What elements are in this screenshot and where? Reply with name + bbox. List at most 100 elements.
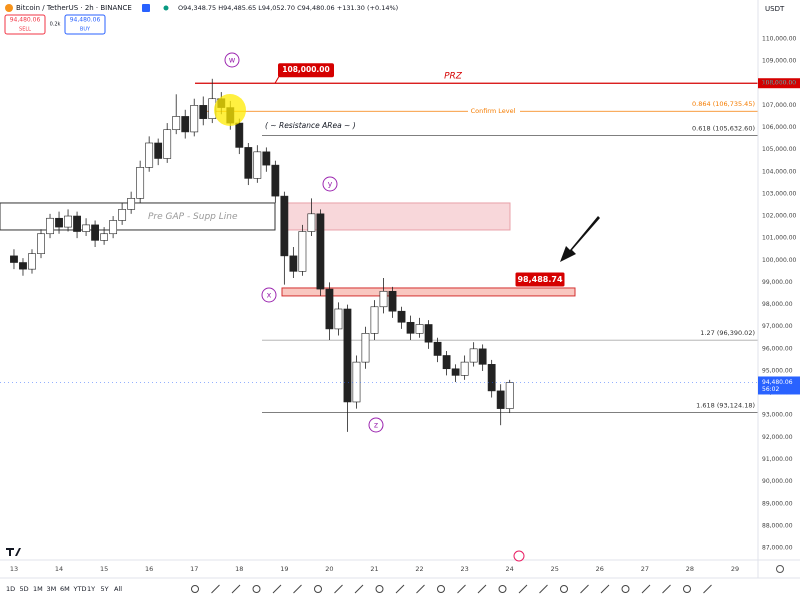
- x-tick-label: 14: [55, 565, 63, 573]
- tool-icon[interactable]: [477, 584, 487, 594]
- countdown: 56:02: [762, 386, 779, 393]
- y-tick-label: 95,000.00: [762, 367, 793, 374]
- tool-icon[interactable]: [641, 584, 651, 594]
- tool-icon[interactable]: [457, 584, 466, 594]
- candle-body: [361, 333, 370, 363]
- range-button[interactable]: 3M: [47, 585, 57, 593]
- tool-icon[interactable]: [539, 584, 548, 594]
- last-price-label: 94,480.06: [762, 379, 793, 386]
- range-button[interactable]: YTD: [73, 585, 87, 593]
- range-button[interactable]: 6M: [60, 585, 70, 593]
- zone: [281, 287, 576, 297]
- candle-body: [73, 215, 81, 232]
- candle-body: [415, 324, 424, 334]
- tool-icon[interactable]: [621, 585, 630, 593]
- y-tick-label: 102,000.00: [762, 213, 797, 220]
- settings-icon[interactable]: [776, 565, 784, 573]
- x-tick-label: 17: [190, 565, 198, 573]
- candle-body: [496, 390, 505, 409]
- y-tick-label: 88,000.00: [762, 522, 793, 529]
- y-tick-label: 99,000.00: [762, 279, 793, 286]
- candle-body: [163, 129, 172, 159]
- candle-body: [325, 288, 334, 330]
- candle-body: [280, 195, 289, 257]
- wave-label: x: [267, 291, 272, 300]
- candle-body: [316, 213, 325, 290]
- flag-icon[interactable]: [142, 4, 150, 12]
- zone: [0, 202, 276, 231]
- tool-icon[interactable]: [498, 585, 507, 593]
- drawing-toolbar: [191, 565, 784, 594]
- candle-body: [451, 368, 460, 376]
- candle-body: [379, 290, 388, 308]
- candle-body: [307, 213, 316, 232]
- x-tick-label: 25: [551, 565, 559, 573]
- x-tick-label: 24: [506, 565, 514, 573]
- candle-body: [118, 209, 127, 221]
- x-tick-label: 19: [280, 565, 288, 573]
- tool-icon[interactable]: [600, 584, 610, 594]
- buy-label: BUY: [80, 27, 91, 33]
- range-button[interactable]: 1M: [33, 585, 43, 593]
- tool-icon[interactable]: [314, 585, 322, 593]
- tool-icon[interactable]: [354, 584, 364, 594]
- x-tick-label: 13: [10, 565, 18, 573]
- tool-icon[interactable]: [437, 585, 445, 593]
- tool-icon[interactable]: [395, 584, 405, 594]
- range-button[interactable]: 5D: [20, 585, 29, 593]
- logo: [6, 548, 21, 556]
- x-tick-label: 29: [731, 565, 739, 573]
- tool-icon[interactable]: [191, 585, 199, 593]
- candle-body: [460, 361, 469, 376]
- tool-icon[interactable]: [334, 584, 343, 594]
- tool-icon[interactable]: [580, 584, 589, 594]
- zone-label: Pre GAP - Supp Line: [148, 212, 238, 222]
- range-button[interactable]: 1D: [6, 585, 15, 593]
- candle-body: [253, 151, 262, 179]
- sell-price: 94,480.06: [10, 17, 41, 24]
- range-button[interactable]: All: [114, 585, 122, 593]
- x-tick-label: 20: [325, 565, 333, 573]
- tool-icon[interactable]: [272, 584, 282, 594]
- candle-body: [334, 308, 343, 330]
- wave-label: w: [229, 56, 236, 65]
- y-tick-label: 109,000.00: [762, 58, 797, 65]
- tool-icon[interactable]: [416, 584, 425, 594]
- range-button[interactable]: 1Y: [87, 585, 95, 593]
- symbol[interactable]: Bitcoin / TetherUS · 2h · BINANCE: [16, 4, 132, 12]
- tool-icon[interactable]: [211, 584, 220, 594]
- level-label: 0.618 (105,632.60): [692, 125, 755, 133]
- tool-icon[interactable]: [683, 585, 691, 593]
- candle-body: [190, 105, 199, 133]
- tool-icon[interactable]: [252, 585, 261, 593]
- tool-icon[interactable]: [560, 585, 568, 593]
- tool-icon[interactable]: [662, 584, 671, 594]
- y-tick-label: 103,000.00: [762, 190, 797, 197]
- tool-icon[interactable]: [703, 584, 712, 594]
- y-tick-label: 110,000.00: [762, 35, 797, 42]
- currency[interactable]: USDT: [765, 5, 785, 13]
- tool-icon[interactable]: [375, 585, 384, 593]
- buy-button[interactable]: [64, 14, 106, 35]
- range-button[interactable]: 5Y: [101, 585, 109, 593]
- spread: 0.2k: [50, 22, 61, 28]
- x-tick-label: 28: [686, 565, 694, 573]
- plot-area: Pre GAP - Supp Line 98,488.74 PRZ 108,000.0…: [0, 52, 758, 433]
- event-icon[interactable]: [513, 550, 525, 562]
- candle-body: [28, 253, 36, 270]
- candle-body: [406, 321, 415, 334]
- y-tick-label: 104,000.00: [762, 168, 797, 175]
- tool-icon[interactable]: [293, 584, 302, 594]
- wave-label: y: [328, 180, 333, 189]
- candle-body: [100, 233, 109, 241]
- tool-icon[interactable]: [518, 584, 528, 594]
- candle-body: [145, 142, 154, 168]
- sell-button[interactable]: [4, 14, 46, 35]
- level-label: 0.864 (106,735.45): [692, 100, 755, 108]
- price-axis-level: [758, 78, 800, 89]
- x-tick-label: 16: [145, 565, 153, 573]
- level-label: 1.618 (93,124.18): [696, 401, 755, 409]
- y-tick-label: 105,000.00: [762, 146, 797, 153]
- tool-icon[interactable]: [231, 584, 241, 594]
- market-status: [163, 5, 169, 11]
